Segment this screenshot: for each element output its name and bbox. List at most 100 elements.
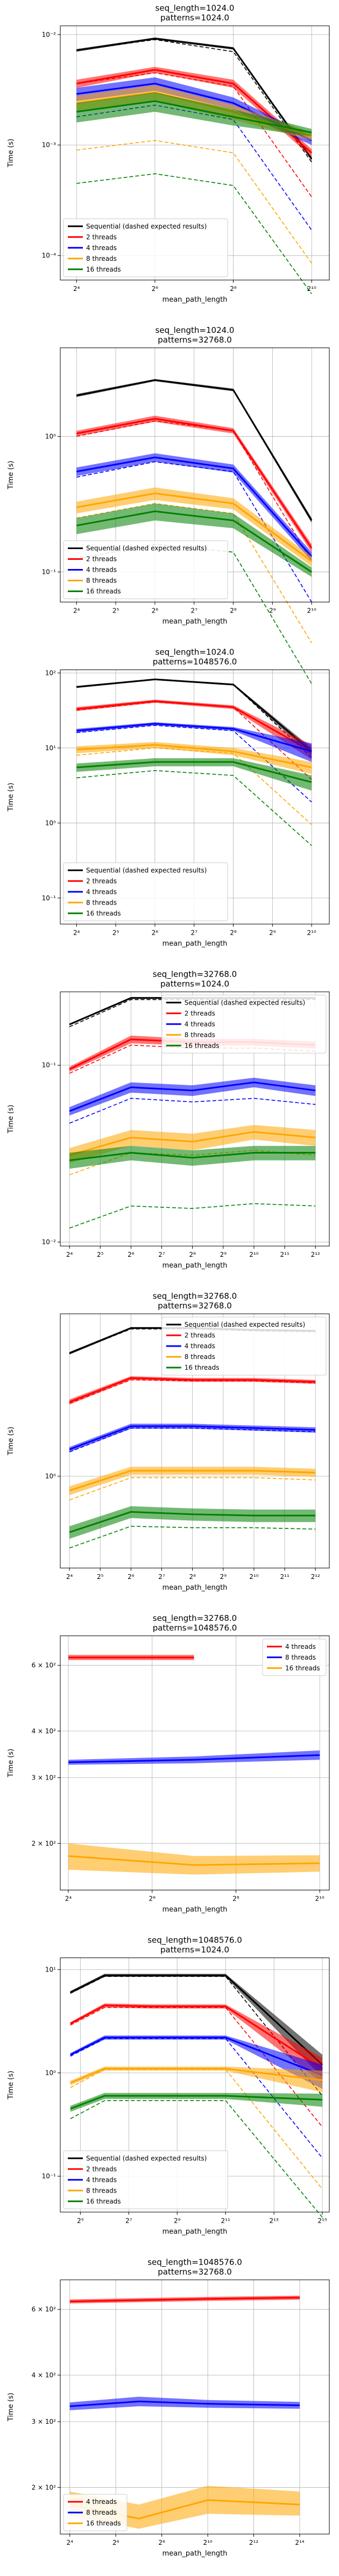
chart-subtitle: patterns=1024.0 [160, 13, 229, 23]
y-tick-label: 10¹ [45, 744, 56, 752]
x-tick-label: 2¹⁴ [295, 2539, 304, 2546]
x-tick-label: 2¹² [311, 1573, 320, 1581]
plot-frame [60, 2279, 330, 2535]
series-line-0 [70, 1974, 323, 2066]
legend-label: 8 threads [185, 1353, 215, 1361]
legend-label: 2 threads [185, 1332, 215, 1339]
legend-label: 4 threads [86, 244, 117, 252]
x-tick-label: 2⁵ [97, 1251, 104, 1258]
y-axis-label: Time (s) [7, 1749, 15, 1778]
chart-title: seq_length=32768.0 [153, 1291, 237, 1301]
y-tick-label: 10⁻¹ [42, 2173, 56, 2180]
y-tick-label: 3 × 10² [32, 1774, 56, 1782]
series-line-2 [70, 2037, 323, 2076]
series-line-3 [69, 1470, 316, 1492]
legend: Sequential (dashed expected results) 2 th… [63, 862, 228, 921]
legend-label: 8 threads [86, 899, 117, 906]
legend: Sequential (dashed expected results) 2 th… [63, 2150, 228, 2209]
legend-label: 16 threads [86, 266, 121, 273]
y-tick-label: 3 × 10² [32, 2418, 56, 2425]
series-line-2 [76, 456, 313, 557]
series-expected-line-1 [69, 1044, 316, 1074]
y-tick-label: 10⁻¹ [42, 1062, 56, 1069]
series-expected-line-0 [76, 679, 312, 758]
plot-frame [60, 1958, 330, 2212]
x-tick-label: 2⁴ [73, 929, 80, 936]
series-expected-line-4 [69, 1526, 316, 1549]
series-line-0 [69, 2296, 300, 2302]
series-line-4 [70, 2095, 323, 2110]
x-tick-label: 2⁷ [190, 929, 197, 936]
series-line-0 [76, 678, 313, 752]
legend-label: 16 threads [86, 588, 121, 595]
x-axis-label: mean_path_length [163, 2550, 228, 2558]
x-tick-label: 2¹⁵ [317, 2217, 327, 2224]
chart-subtitle: patterns=32768.0 [158, 2267, 232, 2276]
series-expected-line-3 [76, 747, 312, 825]
x-axis-label: mean_path_length [163, 940, 228, 948]
series-expected-line-0 [76, 39, 312, 162]
y-axis-label: Time (s) [7, 2070, 15, 2100]
x-tick-label: 2⁴ [67, 2539, 74, 2546]
y-tick-label: 2 × 10² [32, 2484, 56, 2491]
x-tick-label: 2⁵ [112, 929, 119, 936]
series-expected-line-2 [69, 1098, 316, 1124]
x-tick-label: 2⁴ [66, 1573, 73, 1581]
legend-label: 16 threads [86, 2197, 121, 2205]
series-expected-line-4 [69, 1203, 316, 1229]
series-line-4 [76, 100, 312, 133]
plot-frame [60, 991, 330, 1247]
legend-label: 2 threads [86, 556, 117, 563]
series-line-1 [69, 1377, 316, 1403]
x-tick-label: 2⁶ [149, 1895, 156, 1903]
y-tick-label: 6 × 10² [32, 1662, 56, 1669]
chart-subtitle: patterns=1024.0 [160, 1945, 229, 1955]
y-tick-label: 4 × 10² [32, 2371, 56, 2379]
x-tick-label: 2¹⁰ [203, 2539, 212, 2546]
legend-label: 8 threads [86, 577, 117, 585]
legend-label: 4 threads [86, 566, 117, 574]
series-expected-line-3 [76, 503, 312, 643]
series-expected-line-2 [70, 2038, 323, 2159]
legend-box [262, 1639, 327, 1676]
y-tick-label: 10² [45, 669, 56, 677]
legend-label: 16 threads [285, 1664, 320, 1672]
x-tick-label: 2⁴ [66, 1251, 73, 1258]
series-line-1 [69, 2400, 300, 2407]
x-tick-label: 2⁶ [152, 607, 159, 615]
x-tick-label: 2⁷ [190, 607, 197, 615]
legend-box [63, 540, 228, 599]
legend-label: Sequential (dashed expected results) [185, 1321, 305, 1328]
y-tick-label: 6 × 10² [32, 2305, 56, 2313]
y-tick-label: 10⁻¹ [42, 894, 56, 902]
series-line-4 [69, 1511, 316, 1533]
chart-subtitle: patterns=32768.0 [158, 335, 232, 345]
series-band-2 [70, 2036, 323, 2089]
legend: 4 threads 8 threads 16 threads [262, 1639, 327, 1676]
x-tick-label: 2¹⁰ [315, 1895, 324, 1903]
x-tick-label: 2⁸ [232, 1895, 239, 1903]
chart-title: seq_length=1024.0 [156, 647, 235, 658]
x-tick-label: 2⁵ [77, 2217, 84, 2224]
legend: Sequential (dashed expected results) 2 th… [161, 1317, 327, 1376]
chart-subtitle: patterns=1048576.0 [153, 1623, 237, 1633]
plot-frame [60, 1635, 330, 1890]
series-band-2 [76, 77, 312, 145]
x-tick-label: 2⁸ [230, 285, 237, 293]
series-line-4 [76, 510, 312, 573]
y-tick-label: 10⁻⁴ [42, 252, 56, 259]
series-band-4 [69, 1506, 316, 1539]
x-axis-label: mean_path_length [163, 1262, 228, 1270]
y-axis-label: Time (s) [7, 782, 15, 812]
series-line-1 [69, 2004, 323, 2069]
x-tick-label: 2⁸ [158, 2539, 165, 2546]
series-expected-line-4 [76, 173, 312, 294]
series-line-2 [69, 1425, 316, 1450]
y-tick-label: 10⁰ [45, 819, 56, 827]
x-tick-label: 2¹¹ [280, 1251, 289, 1258]
legend-label: 2 threads [86, 877, 117, 885]
legend-label: Sequential (dashed expected results) [86, 2154, 207, 2162]
legend-label: 2 threads [86, 2165, 117, 2173]
